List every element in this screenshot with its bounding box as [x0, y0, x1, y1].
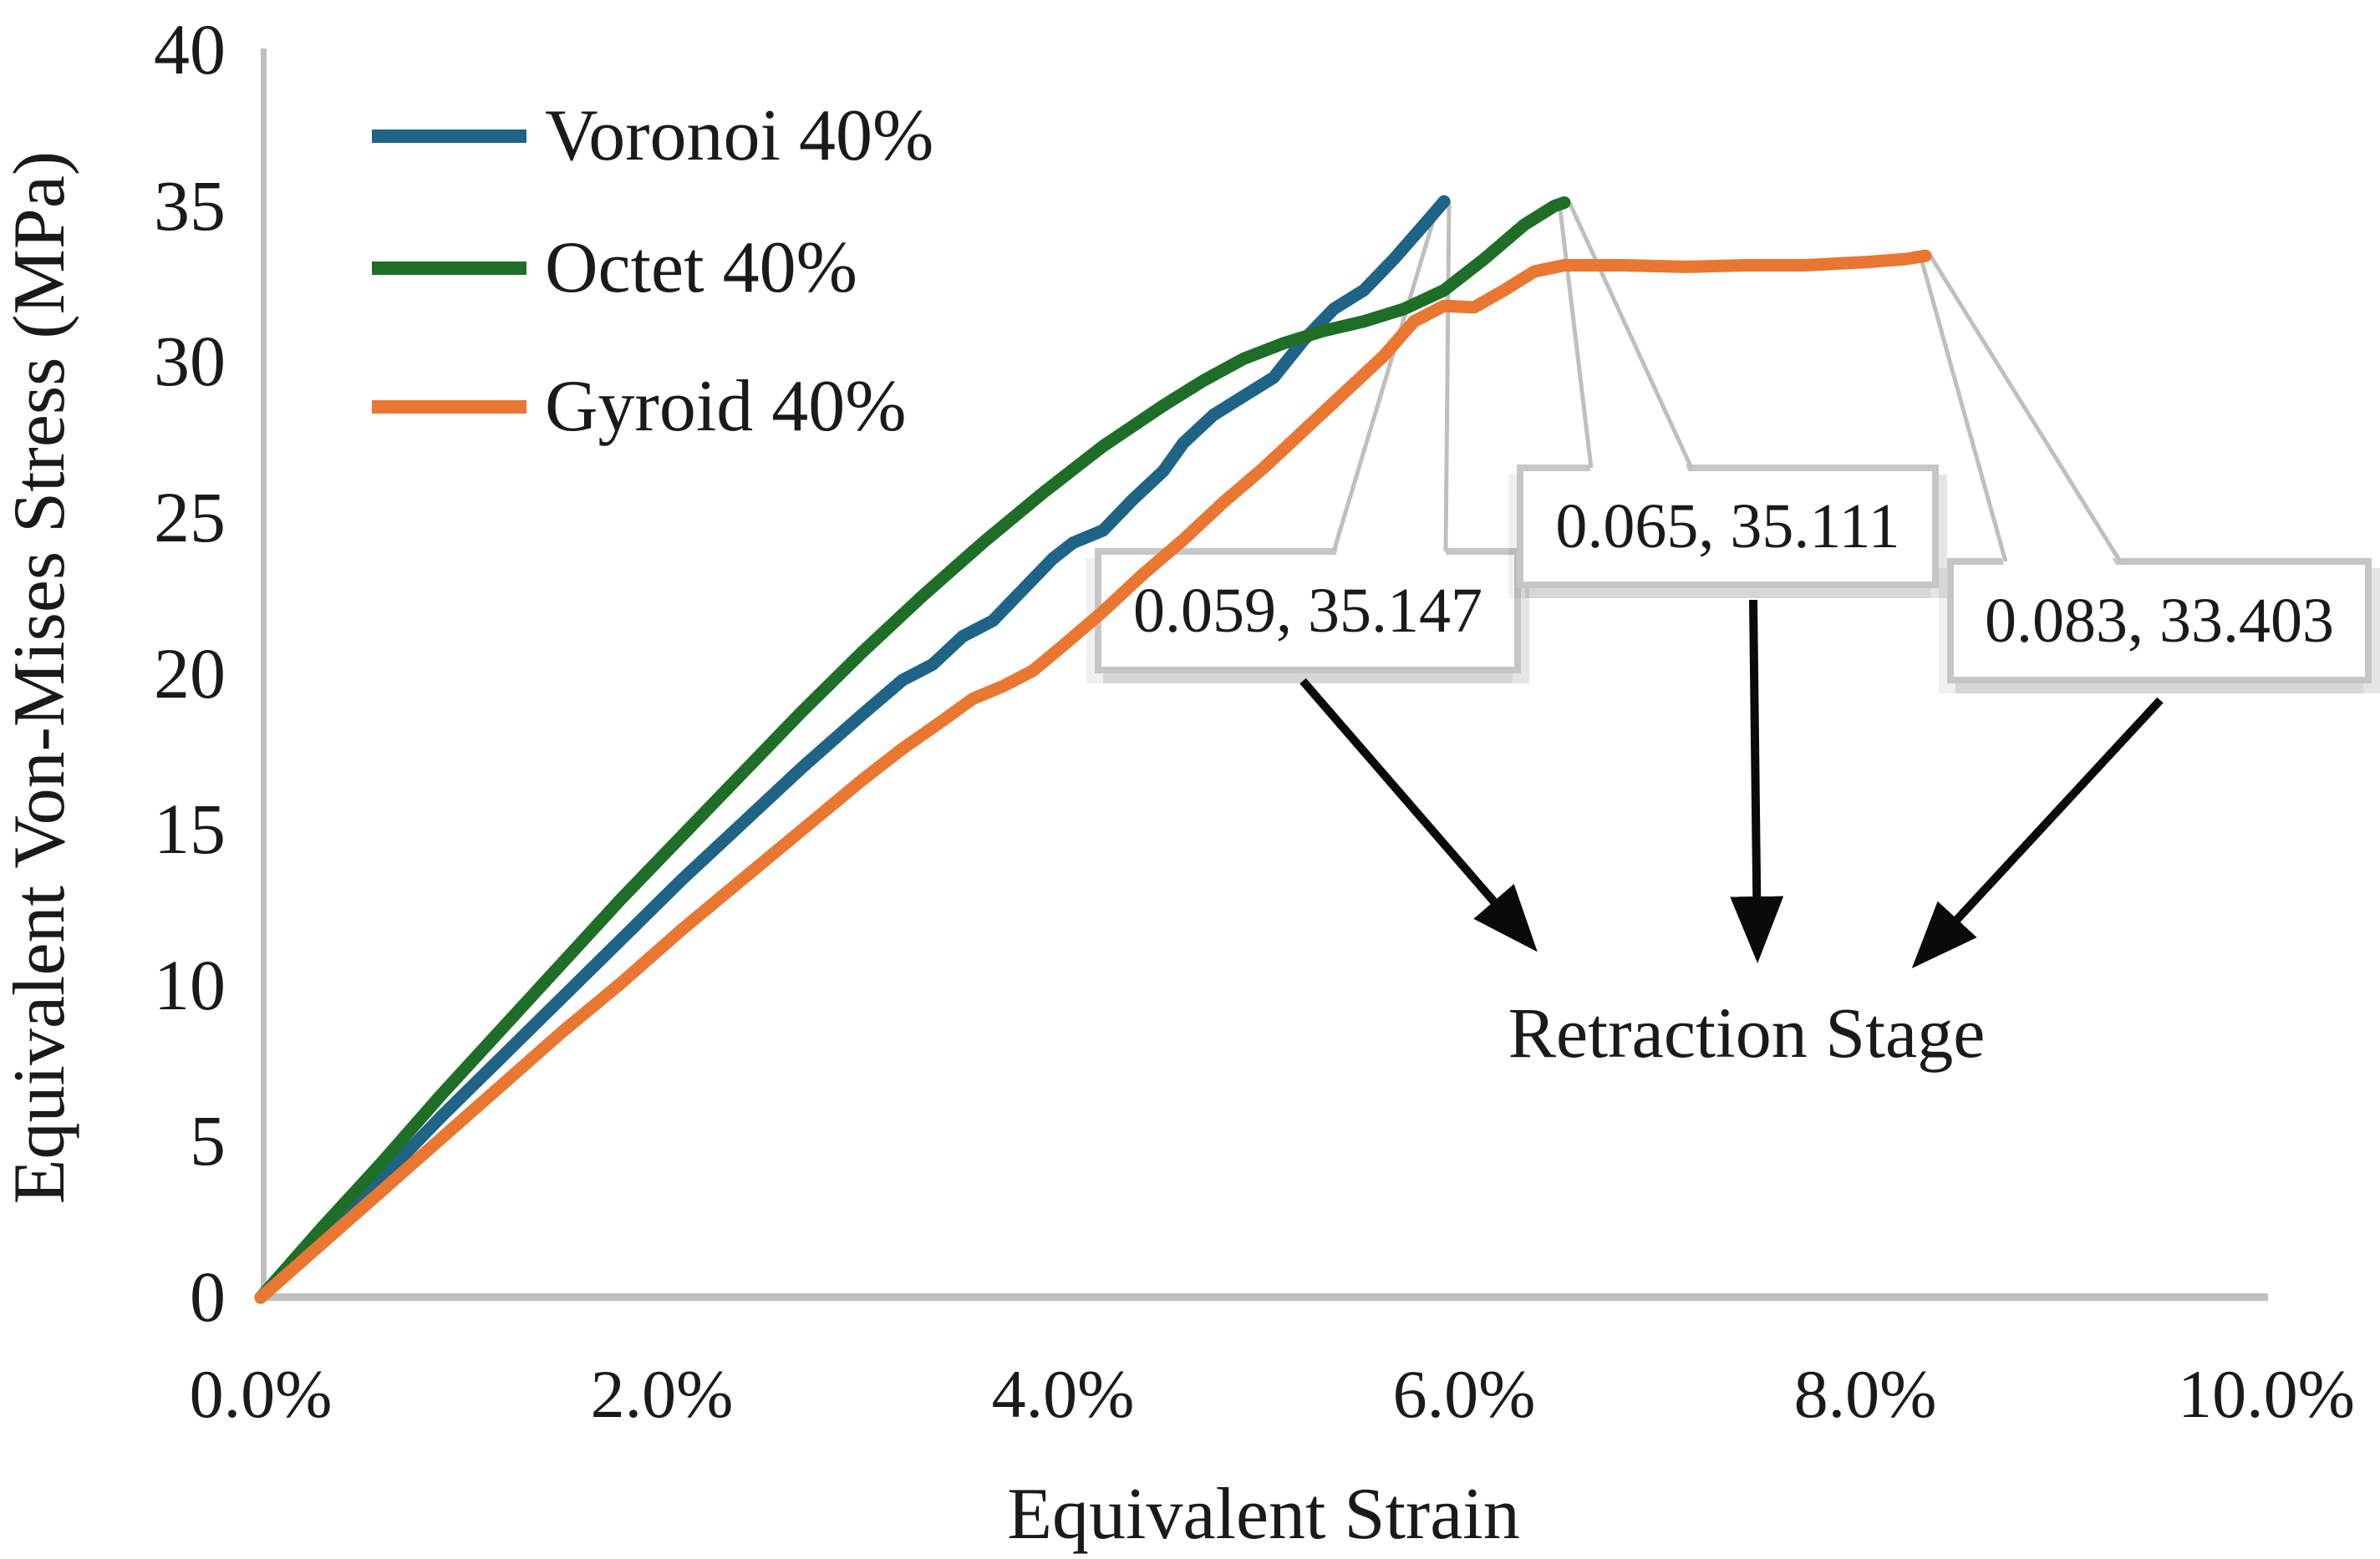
x-tick-label: 10.0%	[2178, 1356, 2355, 1432]
y-tick-label: 40	[154, 9, 226, 89]
x-tick-label: 4.0%	[991, 1356, 1135, 1432]
data-label-text: 0.065, 35.111	[1555, 491, 1900, 561]
gyroid-line-swatch	[372, 400, 526, 414]
y-tick-label: 0	[190, 1257, 226, 1337]
y-tick-label: 5	[190, 1100, 226, 1181]
x-tick-label: 0.0%	[189, 1356, 333, 1432]
data-label-text: 0.083, 33.403	[1985, 586, 2334, 656]
legend-label: Octet 40%	[545, 227, 857, 308]
y-tick-label: 25	[154, 476, 226, 557]
legend-item-voronoi: Voronoi 40%	[372, 94, 933, 178]
x-tick-label: 6.0%	[1392, 1356, 1536, 1432]
retraction-stage-label: Retraction Stage	[1508, 993, 1986, 1073]
x-tick-label: 2.0%	[590, 1356, 734, 1432]
data-label-callout-box	[1947, 558, 2372, 683]
y-tick-label: 20	[154, 632, 226, 713]
x-axis-title: Equivalent Strain	[1007, 1474, 1520, 1555]
legend-label: Gyroid 40%	[545, 366, 907, 447]
x-tick-label: 8.0%	[1793, 1356, 1937, 1432]
voronoi-line-swatch	[372, 129, 526, 143]
octet-line-swatch	[372, 262, 526, 275]
y-tick-label: 15	[154, 789, 226, 870]
data-label-text: 0.059, 35.147	[1133, 576, 1482, 646]
x-axis-line	[261, 1293, 2268, 1301]
legend-item-gyroid: Gyroid 40%	[372, 365, 907, 449]
y-tick-label: 30	[154, 321, 226, 402]
y-axis-line	[261, 48, 267, 1299]
y-tick-label: 10	[154, 944, 226, 1025]
y-tick-label: 35	[154, 165, 226, 246]
legend-item-octet: Octet 40%	[372, 226, 857, 310]
legend-label: Voronoi 40%	[545, 95, 934, 176]
